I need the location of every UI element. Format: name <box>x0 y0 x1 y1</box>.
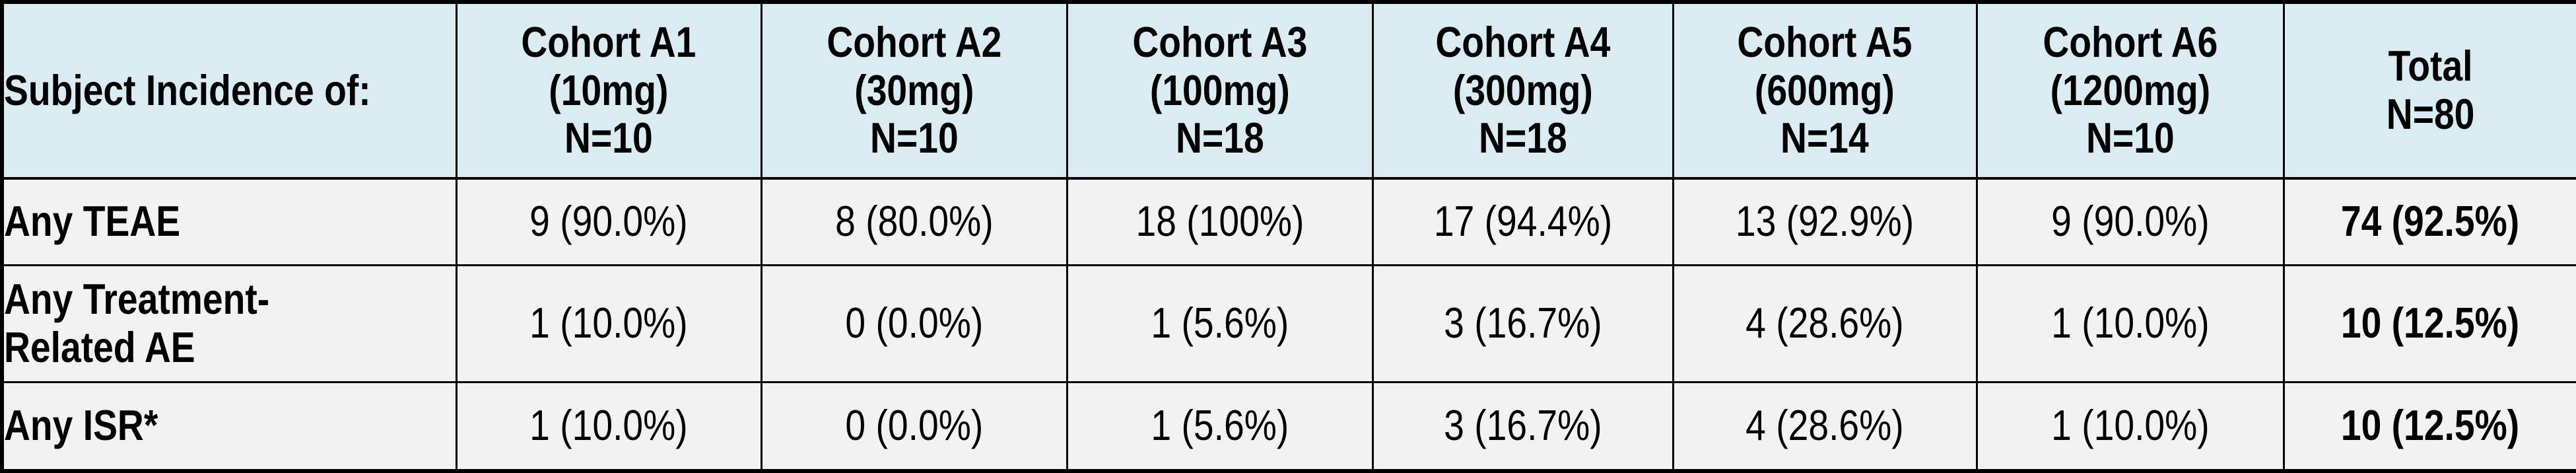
row-label-text: Any TEAE <box>4 197 181 246</box>
cell-text: 1 (10.0%) <box>529 299 688 347</box>
table-row-any-teae: Any TEAE 9 (90.0%) 8 (80.0%) 18 (100%) 1… <box>1 177 2576 266</box>
cell-text: 1 (10.0%) <box>529 401 688 450</box>
data-cell: 4 (28.6%) <box>1672 381 1978 472</box>
cell-text: 1 (10.0%) <box>2051 401 2210 450</box>
cell-text: 1 (5.6%) <box>1151 401 1289 450</box>
data-cell: 13 (92.9%) <box>1672 177 1978 266</box>
cell-text: 9 (90.0%) <box>529 197 688 246</box>
cell-text: 4 (28.6%) <box>1746 401 1904 450</box>
header-cohort-a5: Cohort A5 (600mg) N=14 <box>1672 1 1978 180</box>
header-cohort-a4-text: Cohort A4 (300mg) N=18 <box>1435 17 1610 163</box>
total-cell-text: 74 (92.5%) <box>2341 197 2520 246</box>
row-label-text: Any Treatment- Related AE <box>4 274 270 371</box>
header-cohort-a3-text: Cohort A3 (100mg) N=18 <box>1132 17 1307 163</box>
row-label: Any TEAE <box>1 177 458 266</box>
row-label-text: Any ISR* <box>4 401 158 450</box>
cell-text: 9 (90.0%) <box>2051 197 2210 246</box>
total-cell: 10 (12.5%) <box>2282 264 2576 383</box>
header-cohort-a1: Cohort A1 (10mg) N=10 <box>455 1 763 180</box>
total-cell: 10 (12.5%) <box>2282 381 2576 472</box>
header-corner-text: Subject Incidence of: <box>4 65 371 114</box>
header-cohort-a5-text: Cohort A5 (600mg) N=14 <box>1737 17 1913 163</box>
data-cell: 9 (90.0%) <box>455 177 763 266</box>
cell-text: 3 (16.7%) <box>1443 401 1602 450</box>
cell-text: 17 (94.4%) <box>1433 197 1612 246</box>
data-cell: 0 (0.0%) <box>760 381 1068 472</box>
data-cell: 1 (10.0%) <box>455 264 763 383</box>
cell-text: 4 (28.6%) <box>1746 299 1904 347</box>
cell-text: 18 (100%) <box>1135 197 1304 246</box>
table-row-any-treatment-related-ae: Any Treatment- Related AE 1 (10.0%) 0 (0… <box>1 264 2576 383</box>
data-cell: 18 (100%) <box>1066 177 1374 266</box>
cell-text: 0 (0.0%) <box>845 299 983 347</box>
total-cell: 74 (92.5%) <box>2282 177 2576 266</box>
data-cell: 17 (94.4%) <box>1371 177 1674 266</box>
header-cohort-a3: Cohort A3 (100mg) N=18 <box>1066 1 1374 180</box>
data-cell: 9 (90.0%) <box>1975 177 2285 266</box>
header-corner-cell: Subject Incidence of: <box>1 1 458 180</box>
cell-text: 3 (16.7%) <box>1443 299 1602 347</box>
header-cohort-a6-text: Cohort A6 (1200mg) N=10 <box>2043 17 2218 163</box>
data-cell: 1 (5.6%) <box>1066 264 1374 383</box>
header-total: Total N=80 <box>2282 1 2576 180</box>
data-cell: 3 (16.7%) <box>1371 381 1674 472</box>
data-cell: 1 (10.0%) <box>455 381 763 472</box>
cell-text: 1 (10.0%) <box>2051 299 2210 347</box>
data-cell: 4 (28.6%) <box>1672 264 1978 383</box>
data-cell: 8 (80.0%) <box>760 177 1068 266</box>
cell-text: 1 (5.6%) <box>1151 299 1289 347</box>
row-label: Any ISR* <box>1 381 458 472</box>
total-cell-text: 10 (12.5%) <box>2341 299 2520 347</box>
data-cell: 1 (10.0%) <box>1975 381 2285 472</box>
data-cell: 1 (5.6%) <box>1066 381 1374 472</box>
row-label: Any Treatment- Related AE <box>1 264 458 383</box>
header-cohort-a1-text: Cohort A1 (10mg) N=10 <box>521 17 696 163</box>
data-cell: 3 (16.7%) <box>1371 264 1674 383</box>
total-cell-text: 10 (12.5%) <box>2341 401 2520 450</box>
cell-text: 0 (0.0%) <box>845 401 983 450</box>
table-row-any-isr: Any ISR* 1 (10.0%) 0 (0.0%) 1 (5.6%) 3 (… <box>1 381 2576 472</box>
cell-text: 8 (80.0%) <box>834 197 994 246</box>
header-cohort-a2: Cohort A2 (30mg) N=10 <box>760 1 1068 180</box>
header-cohort-a4: Cohort A4 (300mg) N=18 <box>1371 1 1674 180</box>
header-total-text: Total N=80 <box>2386 42 2475 138</box>
data-cell: 1 (10.0%) <box>1975 264 2285 383</box>
header-cohort-a2-text: Cohort A2 (30mg) N=10 <box>827 17 1001 163</box>
data-cell: 0 (0.0%) <box>760 264 1068 383</box>
header-cohort-a6: Cohort A6 (1200mg) N=10 <box>1975 1 2285 180</box>
cell-text: 13 (92.9%) <box>1735 197 1915 246</box>
table-header-row: Subject Incidence of: Cohort A1 (10mg) N… <box>1 1 2576 180</box>
